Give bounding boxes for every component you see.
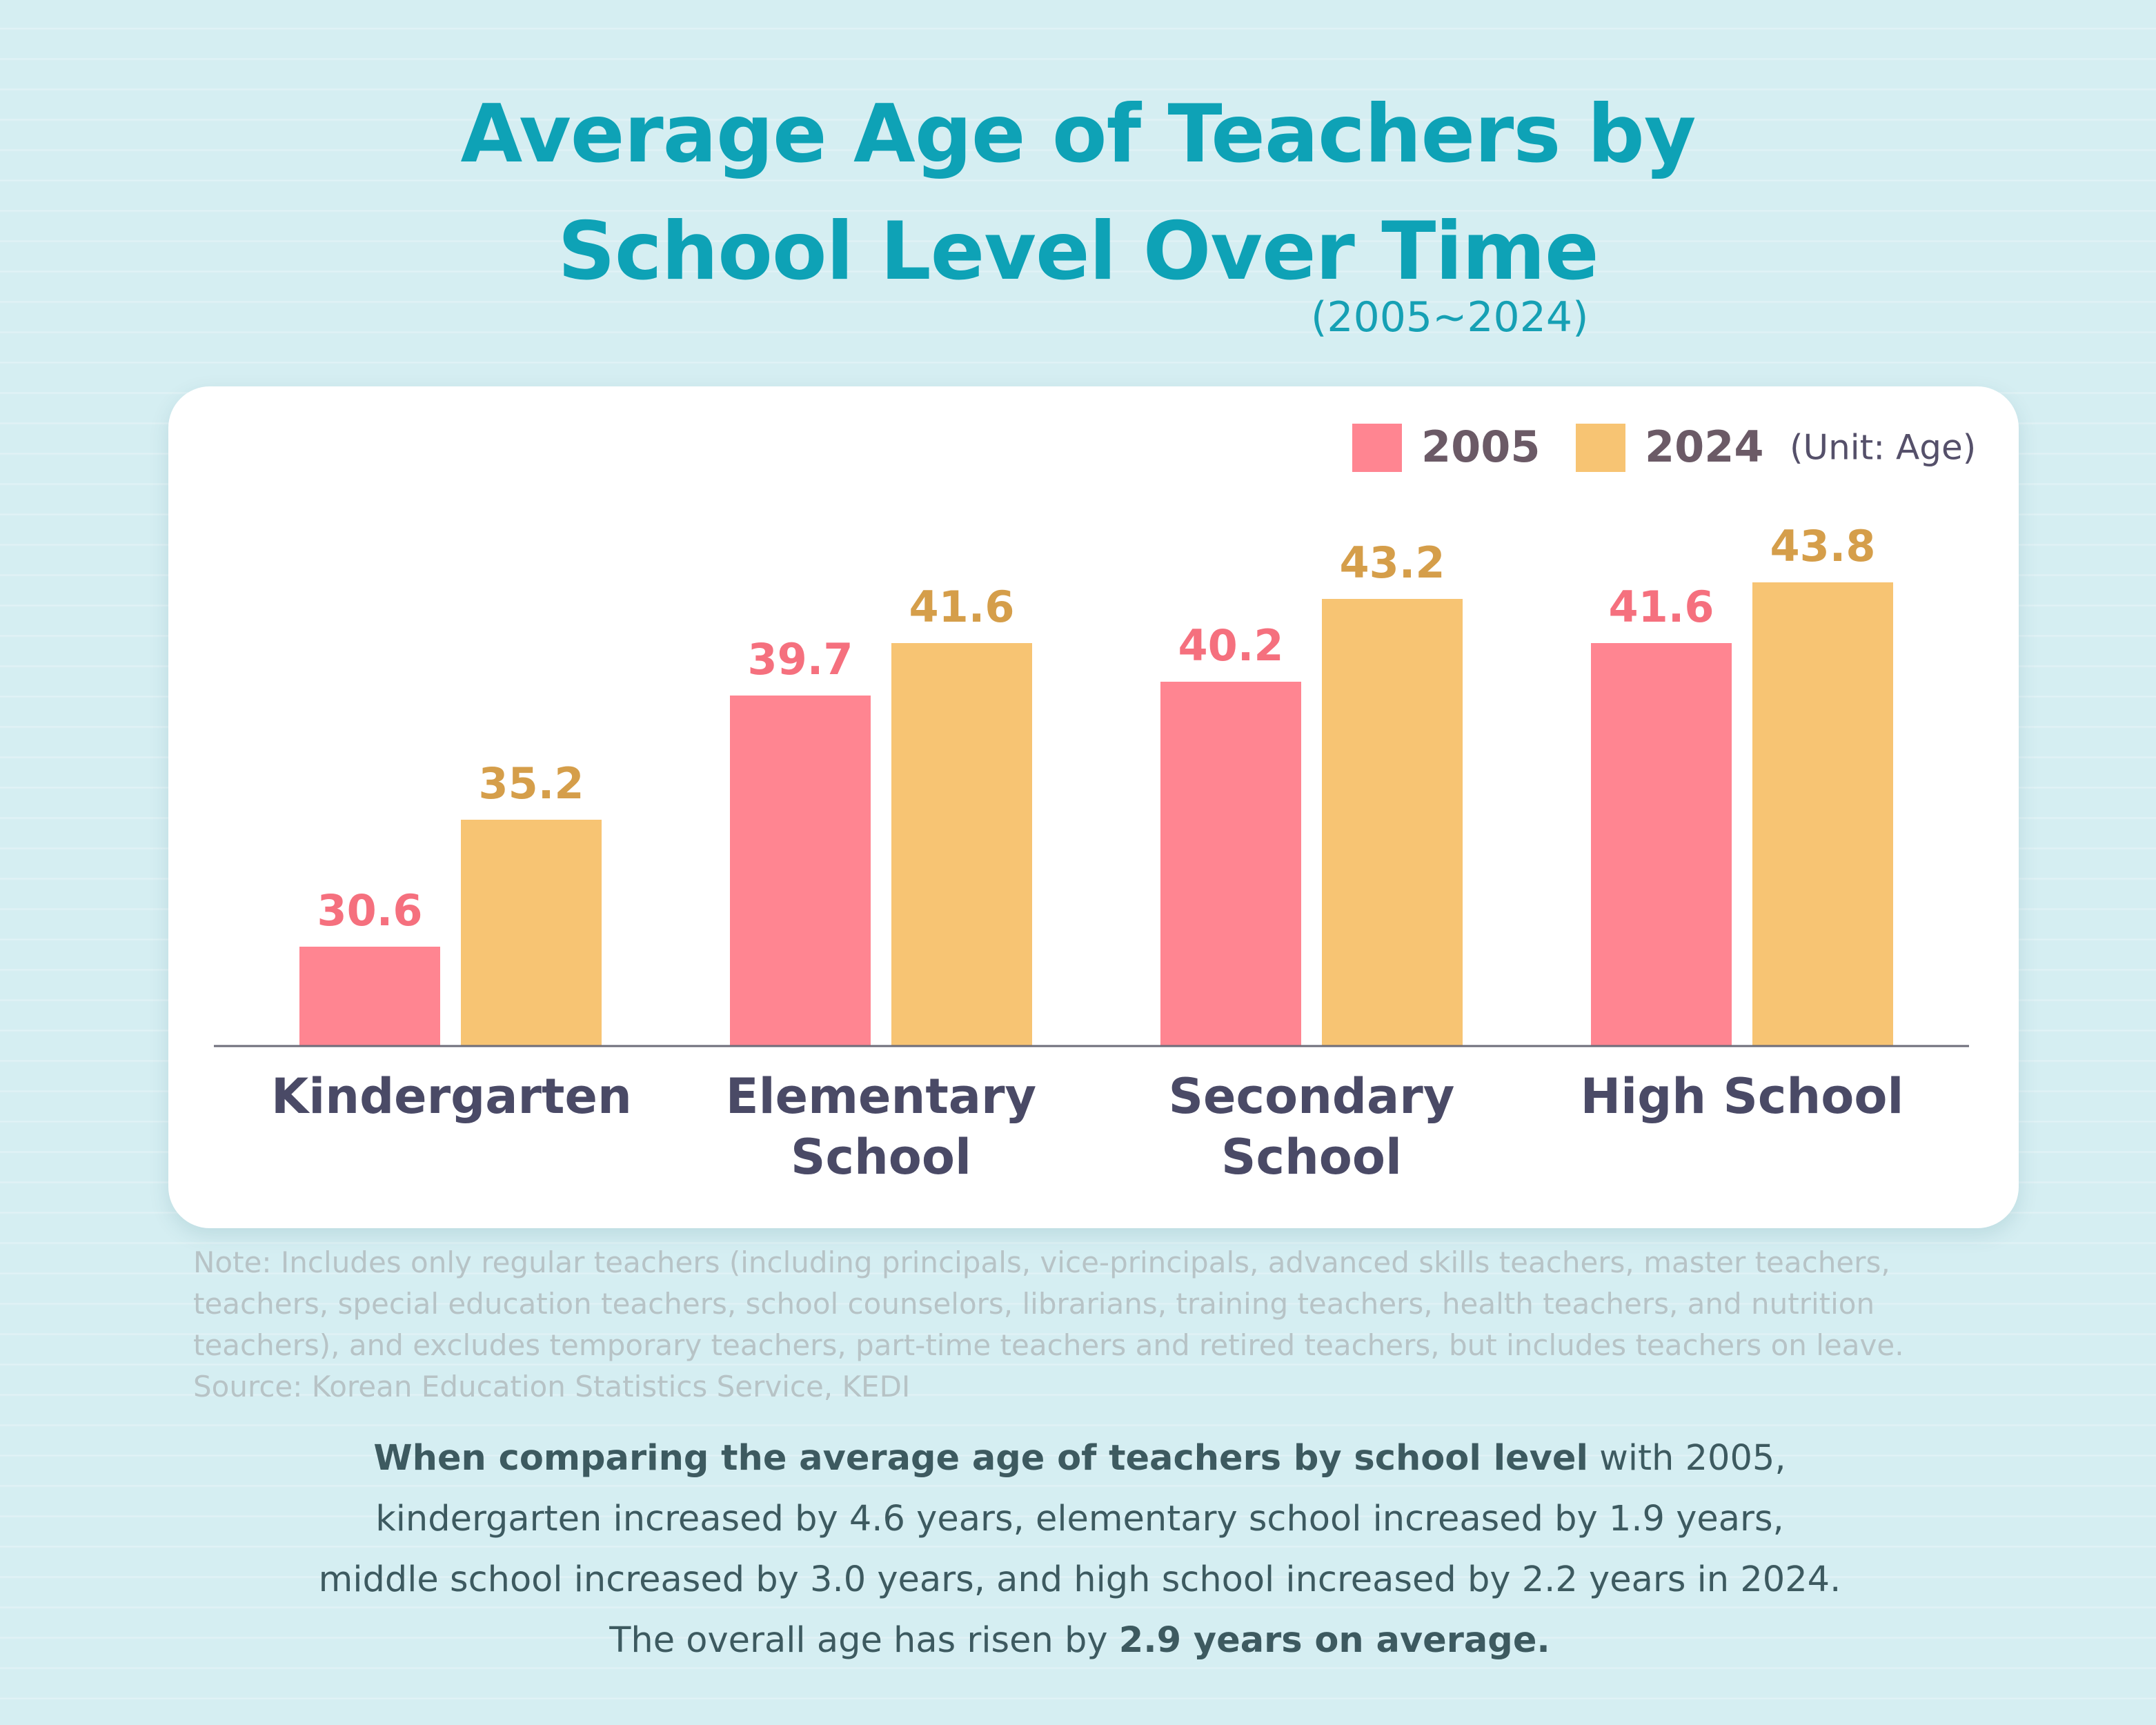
summary-text: 2.9 years on average. — [1118, 1620, 1550, 1661]
bar — [1160, 682, 1301, 1046]
x-tick-label: Elementary School — [725, 1068, 1037, 1185]
bar — [891, 643, 1032, 1046]
summary: When comparing the average age of teache… — [317, 1428, 1842, 1671]
bar — [1591, 643, 1732, 1046]
x-tick-label: Kindergarten — [271, 1068, 632, 1125]
value-label: 43.2 — [1340, 538, 1445, 588]
bar — [730, 696, 871, 1046]
legend-label: 2024 — [1645, 422, 1764, 472]
x-tick-label: Secondary School — [1168, 1068, 1455, 1185]
source: Source: Korean Education Statistics Serv… — [193, 1370, 911, 1403]
subtitle: (2005~2024) — [1311, 293, 1589, 342]
bar — [461, 820, 602, 1046]
value-label: 43.8 — [1770, 521, 1876, 571]
legend-swatch — [1352, 424, 1402, 472]
title: Average Age of Teachers by School Level … — [460, 88, 1697, 298]
bar — [1322, 599, 1463, 1046]
summary-text: When comparing the average age of teache… — [373, 1438, 1588, 1479]
legend-swatch — [1576, 424, 1625, 472]
value-label: 40.2 — [1178, 620, 1284, 671]
legend-label: 2005 — [1421, 422, 1541, 472]
bar — [299, 947, 440, 1046]
summary-text: with 2005, kindergarten increased by 4.6… — [318, 1438, 1841, 1661]
value-label: 39.7 — [748, 634, 853, 684]
bar — [1752, 582, 1893, 1046]
value-label: 41.6 — [1609, 582, 1714, 632]
value-label: 41.6 — [909, 582, 1015, 632]
value-label: 30.6 — [317, 885, 423, 936]
unit-label: (Unit: Age) — [1790, 428, 1976, 468]
note: Note: Includes only regular teachers (in… — [193, 1245, 1904, 1362]
value-label: 35.2 — [479, 758, 584, 809]
x-tick-label: High School — [1580, 1068, 1904, 1125]
